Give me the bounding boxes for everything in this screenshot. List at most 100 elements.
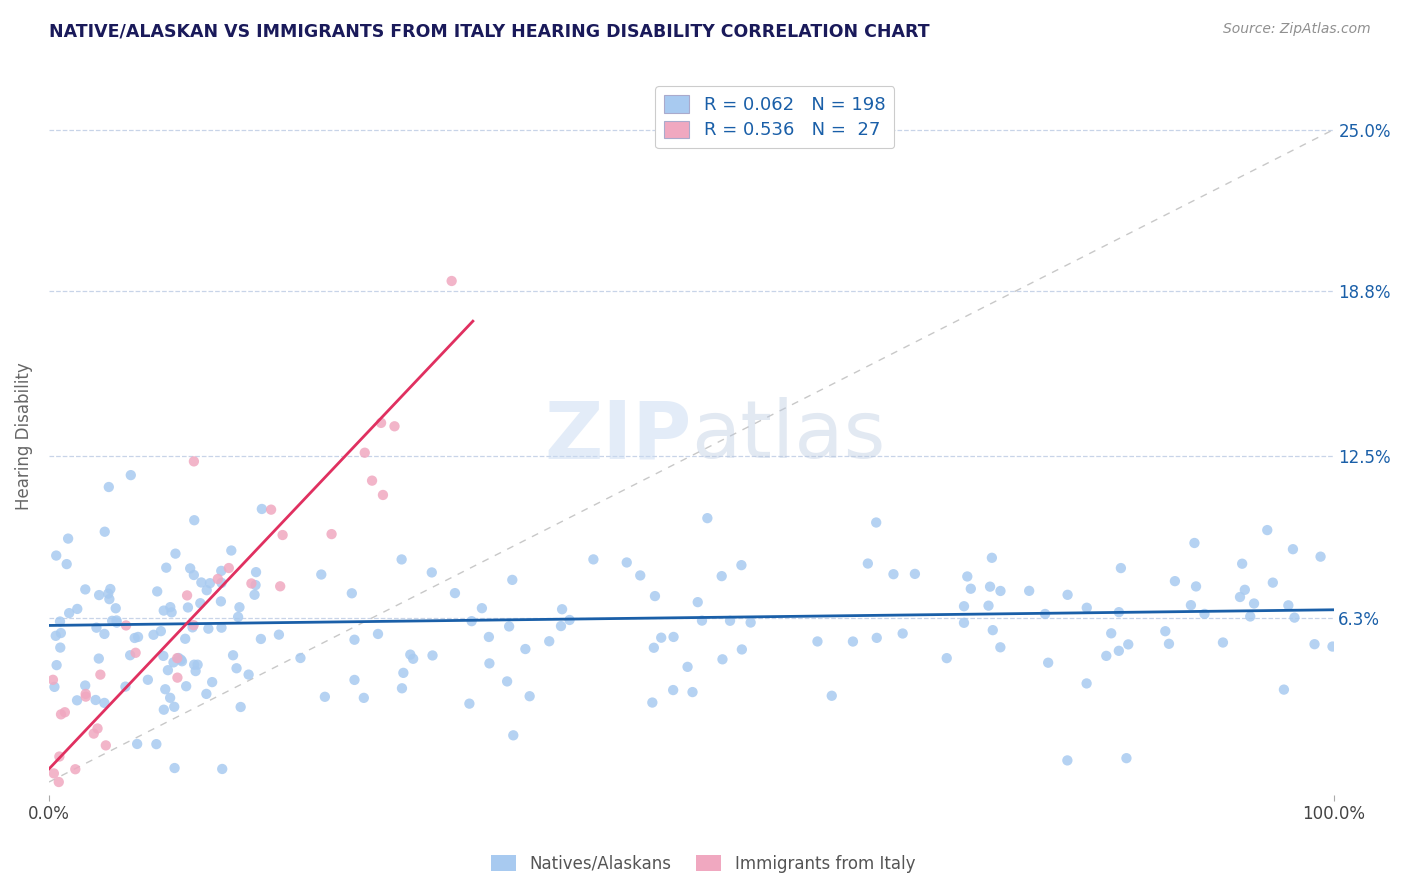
- Point: [956, 569, 979, 583]
- Point: [1164, 574, 1187, 589]
- Point: [183, 568, 205, 582]
- Point: [250, 502, 273, 516]
- Point: [211, 621, 233, 635]
- Point: [209, 564, 232, 578]
- Point: [136, 673, 159, 687]
- Point: [165, 547, 187, 561]
- Point: [222, 648, 245, 663]
- Point: [145, 737, 167, 751]
- Point: [392, 665, 415, 680]
- Point: [149, 624, 172, 639]
- Point: [159, 690, 181, 705]
- Point: [650, 631, 672, 645]
- Point: [45, 629, 67, 643]
- Point: [98, 582, 121, 596]
- Point: [718, 614, 741, 628]
- Point: [114, 680, 136, 694]
- Point: [195, 687, 218, 701]
- Point: [93, 696, 115, 710]
- Point: [478, 630, 501, 644]
- Point: [65, 762, 87, 776]
- Point: [207, 572, 229, 586]
- Point: [1229, 590, 1251, 604]
- Point: [245, 565, 267, 579]
- Point: [155, 560, 177, 574]
- Point: [1284, 610, 1306, 624]
- Point: [115, 618, 138, 632]
- Point: [550, 619, 572, 633]
- Text: ZIP: ZIP: [544, 397, 692, 475]
- Legend: Natives/Alaskans, Immigrants from Italy: Natives/Alaskans, Immigrants from Italy: [484, 848, 922, 880]
- Point: [1261, 575, 1284, 590]
- Point: [1309, 549, 1331, 564]
- Point: [644, 589, 666, 603]
- Point: [866, 631, 889, 645]
- Point: [226, 610, 249, 624]
- Point: [211, 762, 233, 776]
- Point: [1212, 635, 1234, 649]
- Point: [1095, 648, 1118, 663]
- Point: [49, 615, 72, 629]
- Point: [188, 596, 211, 610]
- Point: [367, 627, 389, 641]
- Point: [75, 582, 97, 597]
- Point: [399, 648, 422, 662]
- Point: [501, 573, 523, 587]
- Point: [75, 678, 97, 692]
- Point: [558, 613, 581, 627]
- Point: [183, 618, 205, 632]
- Point: [1303, 637, 1326, 651]
- Point: [55, 557, 77, 571]
- Point: [977, 599, 1000, 613]
- Point: [201, 675, 224, 690]
- Point: [153, 703, 176, 717]
- Point: [75, 687, 97, 701]
- Point: [179, 561, 201, 575]
- Point: [49, 640, 72, 655]
- Point: [1243, 597, 1265, 611]
- Legend: R = 0.062   N = 198, R = 0.536   N =  27: R = 0.062 N = 198, R = 0.536 N = 27: [655, 87, 894, 148]
- Point: [865, 516, 887, 530]
- Text: atlas: atlas: [692, 397, 886, 475]
- Point: [48, 749, 70, 764]
- Point: [1154, 624, 1177, 639]
- Point: [49, 707, 72, 722]
- Point: [152, 648, 174, 663]
- Point: [1056, 753, 1078, 767]
- Point: [343, 673, 366, 687]
- Point: [496, 674, 519, 689]
- Point: [228, 600, 250, 615]
- Point: [174, 679, 197, 693]
- Point: [478, 657, 501, 671]
- Point: [152, 604, 174, 618]
- Point: [87, 588, 110, 602]
- Point: [1076, 676, 1098, 690]
- Point: [142, 628, 165, 642]
- Point: [1322, 640, 1344, 654]
- Point: [183, 657, 205, 672]
- Point: [190, 575, 212, 590]
- Point: [696, 511, 718, 525]
- Point: [86, 722, 108, 736]
- Point: [990, 584, 1012, 599]
- Point: [245, 578, 267, 592]
- Point: [170, 653, 193, 667]
- Point: [882, 567, 904, 582]
- Point: [311, 567, 333, 582]
- Point: [167, 651, 190, 665]
- Point: [155, 682, 177, 697]
- Point: [1233, 582, 1256, 597]
- Point: [211, 575, 233, 590]
- Point: [391, 681, 413, 696]
- Point: [45, 549, 67, 563]
- Text: NATIVE/ALASKAN VS IMMIGRANTS FROM ITALY HEARING DISABILITY CORRELATION CHART: NATIVE/ALASKAN VS IMMIGRANTS FROM ITALY …: [49, 22, 929, 40]
- Point: [83, 726, 105, 740]
- Point: [218, 561, 240, 575]
- Point: [551, 602, 574, 616]
- Point: [183, 513, 205, 527]
- Point: [353, 446, 375, 460]
- Point: [120, 648, 142, 663]
- Point: [42, 766, 65, 780]
- Point: [440, 274, 463, 288]
- Point: [104, 601, 127, 615]
